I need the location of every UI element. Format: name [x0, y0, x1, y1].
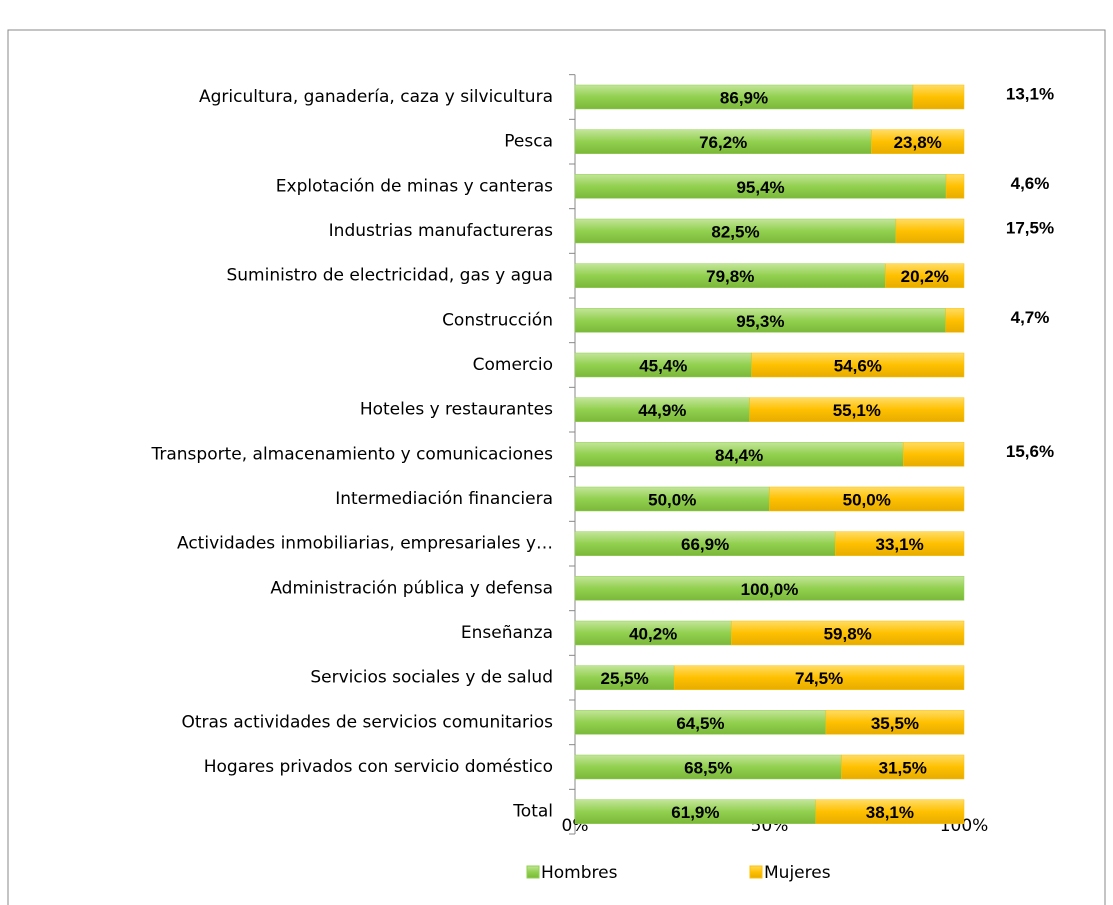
- value-label: 55,1%: [833, 401, 881, 420]
- category-label: Intermediación financiera: [335, 489, 553, 509]
- legend-swatch: [526, 865, 540, 879]
- bar-segment: [912, 84, 965, 110]
- value-label: 66,9%: [681, 535, 729, 554]
- value-label: 61,9%: [671, 803, 719, 822]
- bar-segment: [871, 129, 965, 154]
- bar-segment: [574, 174, 947, 199]
- category-label: Hoteles y restaurantes: [360, 400, 553, 420]
- bar-segment: [574, 799, 817, 824]
- value-label: 45,4%: [639, 356, 687, 375]
- value-label: 35,5%: [871, 714, 919, 733]
- category-label: Suministro de electricidad, gas y agua: [226, 266, 553, 286]
- category-label: Construcción: [442, 310, 553, 330]
- bar-segment: [574, 218, 897, 244]
- bar-segment: [749, 397, 965, 422]
- category-label: Administración pública y defensa: [270, 578, 553, 598]
- category-label: Servicios sociales y de salud: [310, 668, 553, 688]
- bar-segment: [574, 352, 752, 378]
- legend-swatch: [749, 865, 763, 879]
- bar-segment: [673, 665, 965, 690]
- value-label: 86,9%: [720, 88, 768, 107]
- value-label: 74,5%: [795, 669, 843, 688]
- bar-segment: [574, 576, 965, 601]
- category-label: Pesca: [504, 132, 553, 152]
- bar-segment: [885, 263, 965, 288]
- value-label: 64,5%: [676, 714, 724, 733]
- value-label: 17,5%: [1006, 218, 1054, 237]
- value-label: 13,1%: [1006, 84, 1054, 103]
- category-label: Transporte, almacenamiento y comunicacio…: [150, 444, 553, 464]
- bar-segment: [945, 174, 965, 199]
- value-label: 79,8%: [706, 267, 754, 286]
- value-label: 23,8%: [894, 133, 942, 152]
- value-label: 82,5%: [711, 222, 759, 241]
- value-label: 50,0%: [648, 490, 696, 509]
- bar-segment: [574, 84, 914, 110]
- legend-label: Mujeres: [764, 863, 831, 883]
- value-label: 40,2%: [629, 624, 677, 643]
- bar-segment: [731, 620, 965, 646]
- value-label: 95,3%: [736, 312, 784, 331]
- category-label: Industrias manufactureras: [329, 221, 553, 241]
- value-label: 15,6%: [1006, 442, 1054, 461]
- value-label: 68,5%: [684, 758, 732, 777]
- category-label: Enseñanza: [461, 623, 553, 643]
- value-label: 38,1%: [866, 803, 914, 822]
- bar-segment: [825, 710, 965, 735]
- bar-segment: [574, 129, 872, 154]
- bar-segment: [574, 665, 675, 690]
- bar-segment: [574, 620, 732, 646]
- bar-segment: [751, 352, 965, 378]
- category-label: Otras actividades de servicios comunitar…: [182, 712, 554, 732]
- value-label: 95,4%: [736, 178, 784, 197]
- value-label: 33,1%: [876, 535, 924, 554]
- category-label: Comercio: [473, 355, 553, 375]
- value-label: 20,2%: [901, 267, 949, 286]
- category-label: Actividades inmobiliarias, empresariales…: [177, 534, 553, 554]
- legend-label: Hombres: [541, 863, 618, 883]
- bar-segment: [574, 442, 904, 467]
- value-label: 25,5%: [600, 669, 648, 688]
- bar-segment: [895, 218, 965, 244]
- value-label: 84,4%: [715, 446, 763, 465]
- category-label: Explotación de minas y canteras: [276, 176, 553, 196]
- value-label: 50,0%: [843, 490, 891, 509]
- bar-segment: [841, 754, 965, 780]
- bar-segment: [945, 308, 965, 333]
- bar-segment: [574, 263, 886, 288]
- value-label: 54,6%: [834, 356, 882, 375]
- value-label: 4,6%: [1011, 174, 1050, 193]
- chart-frame: [7, 29, 1106, 905]
- category-label: Total: [512, 802, 553, 822]
- bar-segment: [769, 486, 965, 512]
- bar-segment: [574, 710, 827, 735]
- category-label: Hogares privados con servicio doméstico: [204, 757, 553, 777]
- value-label: 76,2%: [699, 133, 747, 152]
- bar-segment: [834, 531, 965, 556]
- category-label: Agricultura, ganadería, caza y silvicult…: [199, 87, 553, 107]
- bar-segment: [815, 799, 965, 824]
- bar-segment: [574, 486, 770, 512]
- bar-segment: [574, 397, 750, 422]
- bar-segment: [903, 442, 965, 467]
- value-label: 4,7%: [1011, 308, 1050, 327]
- value-label: 100,0%: [741, 580, 799, 599]
- bar-segment: [574, 308, 946, 333]
- value-label: 44,9%: [638, 401, 686, 420]
- value-label: 59,8%: [824, 624, 872, 643]
- value-label: 31,5%: [879, 758, 927, 777]
